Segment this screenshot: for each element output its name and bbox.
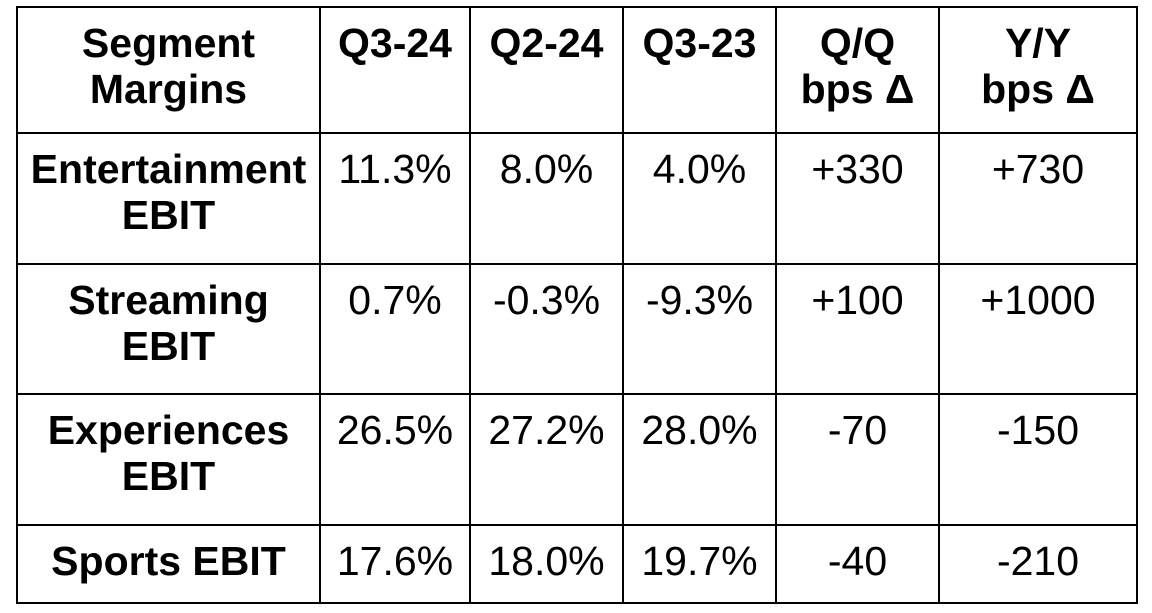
header-text: Q3-24 — [338, 20, 452, 66]
table-cell: 19.7% — [622, 524, 777, 604]
table-cell: 4.0% — [622, 132, 777, 265]
table-cell: +730 — [938, 132, 1138, 265]
table-row-streaming: Streaming EBIT 0.7% -0.3% -9.3% +100 +10… — [16, 263, 1138, 395]
table-cell: +100 — [775, 263, 940, 395]
table-cell: 0.7% — [319, 263, 471, 395]
table-cell: +1000 — [938, 263, 1138, 395]
table-cell: 28.0% — [622, 393, 777, 526]
row-label: Entertainment EBIT — [16, 132, 321, 265]
row-label: Streaming EBIT — [16, 263, 321, 395]
table-cell: +330 — [775, 132, 940, 265]
header-q2-24: Q2-24 — [469, 6, 624, 134]
table-cell: 11.3% — [319, 132, 471, 265]
table-cell: -150 — [938, 393, 1138, 526]
row-label: Sports EBIT — [16, 524, 321, 604]
row-label-text: Experiences — [47, 407, 290, 453]
header-qq-bps: Q/Q bps Δ — [775, 6, 940, 134]
table-cell: 27.2% — [469, 393, 624, 526]
header-text: bps Δ — [800, 66, 915, 112]
row-label-text: EBIT — [121, 192, 216, 238]
header-text: Q2-24 — [489, 20, 604, 66]
row-label: Experiences EBIT — [16, 393, 321, 526]
table-cell: -40 — [775, 524, 940, 604]
header-text: Margins — [89, 66, 248, 112]
header-yy-bps: Y/Y bps Δ — [938, 6, 1138, 134]
table-row-entertainment: Entertainment EBIT 11.3% 8.0% 4.0% +330 … — [16, 132, 1138, 265]
table-cell: -9.3% — [622, 263, 777, 395]
row-label-text: Entertainment — [30, 146, 307, 192]
table-cell: -0.3% — [469, 263, 624, 395]
row-label-text: Streaming — [68, 277, 269, 323]
segment-margins-table: Segment Margins Q3-24 Q2-24 Q3-23 Q/Q bp… — [16, 6, 1138, 604]
header-text: Q3-23 — [642, 20, 757, 66]
row-label-text: EBIT — [121, 323, 216, 369]
table-row-experiences: Experiences EBIT 26.5% 27.2% 28.0% -70 -… — [16, 393, 1138, 526]
header-text: Y/Y — [1004, 20, 1072, 66]
row-label-text: Sports EBIT — [51, 538, 286, 584]
table-cell: 8.0% — [469, 132, 624, 265]
header-segment-margins: Segment Margins — [16, 6, 321, 134]
header-text: bps Δ — [981, 66, 1095, 112]
header-row: Segment Margins Q3-24 Q2-24 Q3-23 Q/Q bp… — [16, 6, 1138, 134]
table-cell: -210 — [938, 524, 1138, 604]
table-cell: 17.6% — [319, 524, 471, 604]
header-text: Segment — [81, 20, 256, 66]
header-text: Q/Q — [819, 20, 896, 66]
table-row-sports: Sports EBIT 17.6% 18.0% 19.7% -40 -210 — [16, 524, 1138, 604]
table-cell: 18.0% — [469, 524, 624, 604]
row-label-text: EBIT — [121, 453, 216, 499]
header-q3-24: Q3-24 — [319, 6, 471, 134]
header-q3-23: Q3-23 — [622, 6, 777, 134]
table-cell: 26.5% — [319, 393, 471, 526]
table-cell: -70 — [775, 393, 940, 526]
